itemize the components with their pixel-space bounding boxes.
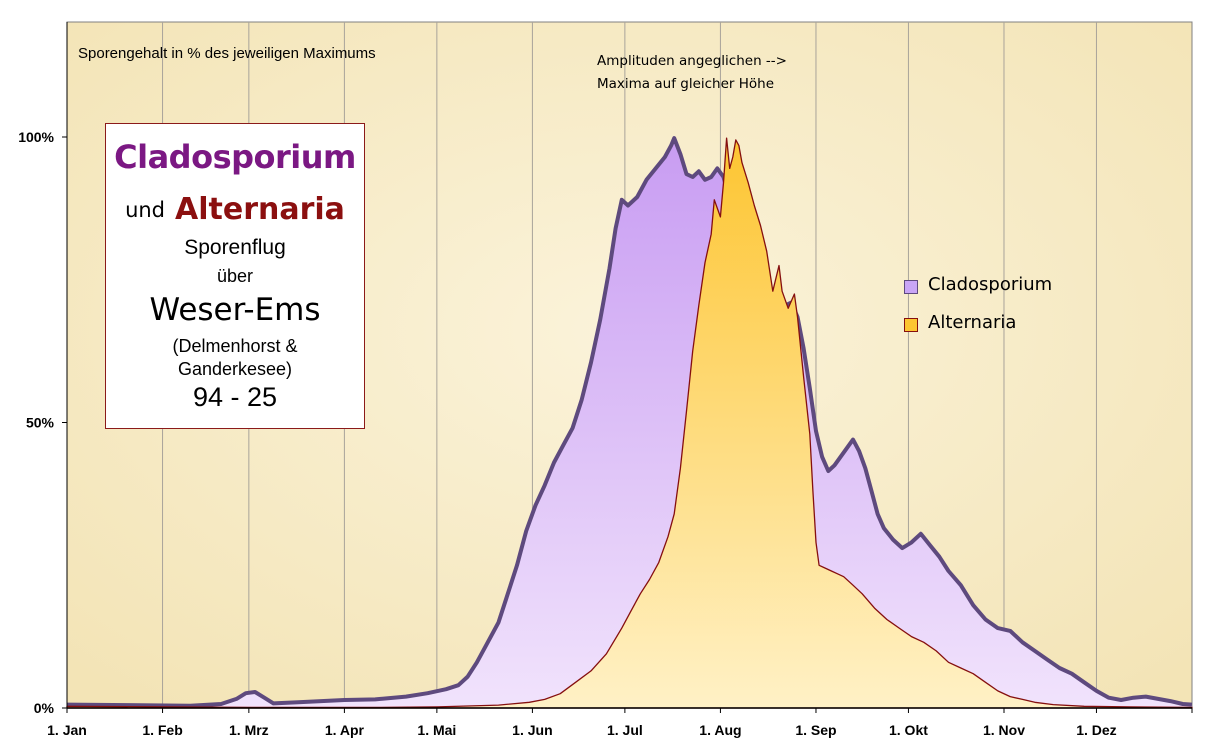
annotation-line-2: Maxima auf gleicher Höhe [597,76,774,92]
series-area-cladosporium [67,138,1192,709]
title-cladosporium: Cladosporium [114,138,356,176]
x-tick-label: 1. Nov [983,722,1025,738]
legend-label-alternaria: Alternaria [928,312,1017,333]
y-tick-label: 50% [26,415,55,431]
x-tick-label: 1. Feb [142,722,182,738]
x-tick-label: 1. Apr [325,722,365,738]
chart-title: Sporengehalt in % des jeweiligen Maximum… [78,45,376,62]
x-tick-label: 1. Aug [699,722,741,738]
series-area-alternaria [66,137,1193,709]
title-alternaria: Alternaria [175,192,345,227]
x-tick-label: 1. Jan [47,722,87,738]
x-tick-label: 1. Dez [1076,722,1116,738]
x-ticks: 1. Jan 1. Feb 1. Mrz 1. Apr 1. Mai 1. Jun 1. J… [47,708,1193,738]
x-tick-label: 1. Okt [889,722,928,738]
y-tick-label: 0% [34,700,55,716]
y-tick-label: 100% [18,129,54,145]
title-place-2: Ganderkesee) [177,359,293,379]
x-tick-label: 1. Sep [795,722,836,738]
title-box: Cladosporium und Alternaria Sporenflug üb… [105,123,365,429]
x-tick-label: 1. Mrz [229,722,269,738]
x-tick-label: 1. Jul [607,722,643,738]
title-sporenflug: Sporenflug [184,236,286,259]
annotation-line-1: Amplituden angeglichen --> [597,53,787,69]
title-und-line: und Alternaria [106,192,364,227]
x-tick-label: 1. Jun [512,722,552,738]
title-region: Weser-Ems [149,292,321,328]
y-ticks: 0% 50% 100% [18,129,67,716]
legend-swatch-cladosporium [904,280,918,294]
legend-label-cladosporium: Cladosporium [928,274,1053,295]
title-ueber: über [216,266,254,286]
title-place-1: (Delmenhorst & [172,336,298,356]
title-years: 94 - 25 [192,382,278,412]
x-tick-label: 1. Mai [417,722,456,738]
title-und: und [125,197,166,222]
legend-swatch-alternaria [904,318,918,332]
